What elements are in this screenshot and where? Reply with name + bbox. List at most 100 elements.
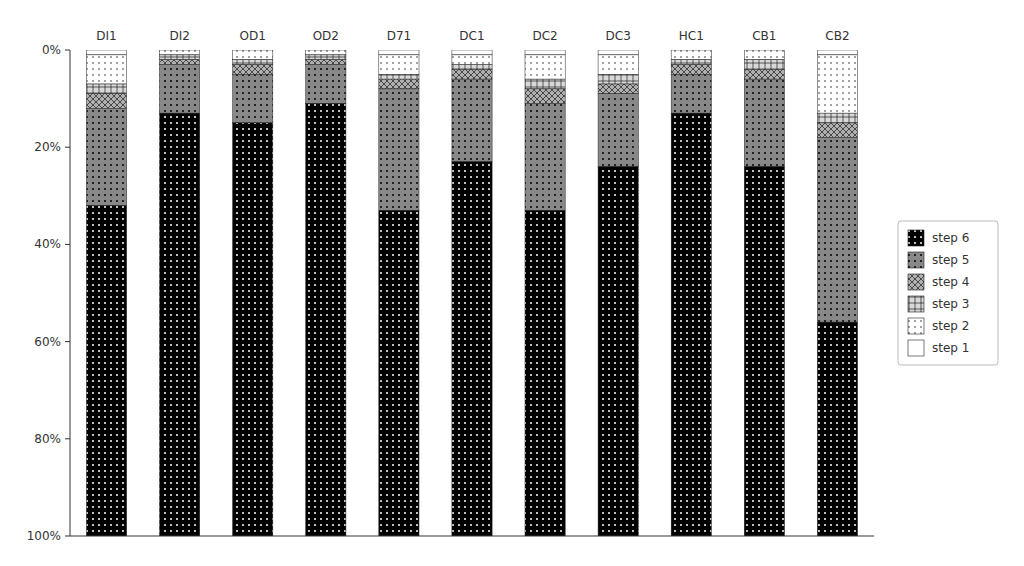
legend-swatch	[908, 230, 924, 246]
bar-segment	[160, 50, 200, 55]
bar-segment	[671, 50, 711, 60]
bar-segment	[744, 60, 784, 70]
x-tick-label: DI2	[169, 29, 189, 43]
bar-segment	[671, 113, 711, 536]
bar-segment	[379, 79, 419, 89]
legend-label: step 5	[932, 253, 969, 267]
bar-segment	[306, 50, 346, 55]
bars	[86, 50, 857, 536]
bar-segment	[452, 50, 492, 55]
bar-segment	[671, 65, 711, 75]
bar-segment	[379, 210, 419, 536]
bar-segment	[817, 322, 857, 536]
bar-segment	[817, 123, 857, 138]
bar-segment	[233, 74, 273, 123]
y-tick-label: 0%	[42, 43, 61, 57]
bar-segment	[525, 55, 565, 79]
legend: step 6 step 5 step 4 step 3 step 2 step 1	[898, 221, 998, 365]
bar-segment	[452, 69, 492, 79]
bar-segment	[306, 103, 346, 536]
bar-segment	[86, 50, 126, 55]
y-tick-label: 20%	[34, 140, 61, 154]
bar-segment	[379, 50, 419, 55]
bar-segment	[379, 89, 419, 211]
y-tick	[65, 341, 70, 342]
bar-segment	[86, 55, 126, 84]
y-tick	[65, 244, 70, 245]
bar-segment	[379, 55, 419, 74]
y-tick	[65, 50, 70, 51]
bar-segment	[160, 65, 200, 114]
bar-segment	[598, 94, 638, 167]
y-tick-label: 100%	[27, 529, 61, 543]
bar-segment	[160, 55, 200, 60]
bar-segment	[817, 50, 857, 55]
y-tick	[65, 147, 70, 148]
y-axis-line	[70, 50, 71, 536]
legend-label: step 3	[932, 297, 969, 311]
bar-segment	[452, 55, 492, 65]
legend-swatch	[908, 274, 924, 290]
bar-segment	[525, 210, 565, 536]
bar-segment	[744, 79, 784, 166]
y-tick-label: 40%	[34, 237, 61, 251]
y-tick	[65, 536, 70, 537]
bar-segment	[744, 50, 784, 60]
bar-segment	[306, 65, 346, 104]
legend-swatch	[908, 252, 924, 268]
y-tick	[65, 438, 70, 439]
bar-segment	[817, 55, 857, 113]
bar-segment	[525, 103, 565, 210]
bar-segment	[598, 167, 638, 536]
bar-segment	[525, 89, 565, 104]
bar-segment	[233, 60, 273, 65]
bar-segment	[233, 65, 273, 75]
x-tick-label: OD2	[313, 29, 339, 43]
x-tick-label: DI1	[96, 29, 116, 43]
legend-label: step 6	[932, 231, 969, 245]
y-tick-label: 60%	[34, 335, 61, 349]
bar-segment	[306, 60, 346, 65]
bar-segment	[598, 74, 638, 84]
x-axis-line	[70, 536, 874, 537]
legend-swatch	[908, 296, 924, 312]
bar-segment	[306, 55, 346, 60]
x-tick-label: CB2	[825, 29, 849, 43]
chart-container: 0% 20% 40% 60% 80% 100% DI1 DI2 OD1 OD2 D71 DC1 DC2 D…	[0, 0, 1024, 566]
x-tick-label: CB1	[752, 29, 776, 43]
bar-segment	[86, 206, 126, 536]
bar-segment	[817, 113, 857, 123]
bar-segment	[86, 94, 126, 109]
x-tick-label: DC1	[459, 29, 484, 43]
bar-segment	[452, 79, 492, 162]
bar-segment	[744, 69, 784, 79]
legend-label: step 2	[932, 319, 969, 333]
bar-segment	[86, 108, 126, 205]
bar-segment	[671, 60, 711, 65]
x-tick-label: HC1	[679, 29, 704, 43]
bar-segment	[233, 123, 273, 536]
bar-segment	[525, 50, 565, 55]
bar-segment	[86, 84, 126, 94]
legend-frame	[898, 221, 998, 365]
bar-segment	[452, 162, 492, 536]
bar-segment	[817, 137, 857, 322]
x-tick-label: OD1	[240, 29, 266, 43]
x-tick-label: DC2	[532, 29, 557, 43]
bar-segment	[598, 55, 638, 74]
bar-segment	[598, 84, 638, 94]
bar-segment	[744, 167, 784, 536]
bar-segment	[160, 113, 200, 536]
legend-label: step 1	[932, 341, 969, 355]
bar-segment	[379, 74, 419, 79]
legend-swatch	[908, 318, 924, 334]
bar-segment	[598, 50, 638, 55]
legend-label: step 4	[932, 275, 969, 289]
y-tick-label: 80%	[34, 432, 61, 446]
bar-segment	[671, 74, 711, 113]
legend-swatch	[908, 340, 924, 356]
chart-svg: 0% 20% 40% 60% 80% 100% DI1 DI2 OD1 OD2 D71 DC1 DC2 D…	[0, 0, 1024, 566]
x-tick-label: DC3	[606, 29, 631, 43]
x-tick-label: D71	[387, 29, 412, 43]
bar-segment	[452, 65, 492, 70]
